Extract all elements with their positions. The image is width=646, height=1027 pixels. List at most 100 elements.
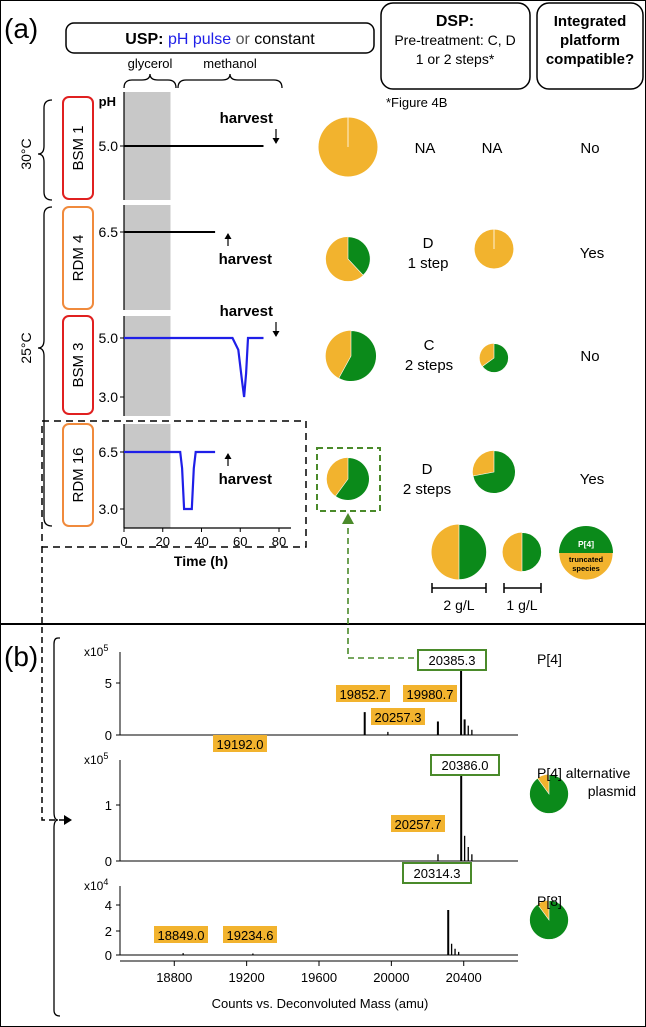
- scale-2-label: 2 g/L: [443, 597, 474, 613]
- pie-charts: [318, 117, 569, 940]
- legend-pie-p4: [559, 526, 613, 553]
- ph-plot-rdm4: 6.5 harvest: [99, 205, 272, 310]
- methanol-brace: [177, 73, 283, 89]
- ph-tick-label: 5.0: [99, 330, 119, 346]
- dsp-title: DSP:: [436, 13, 474, 30]
- usp-constant-label: constant: [254, 31, 315, 48]
- pie-p-8-: [529, 900, 569, 940]
- intensity-scale-label: x104: [84, 877, 108, 893]
- harvest-label: harvest: [219, 471, 272, 488]
- mass-axis-label: Counts vs. Deconvoluted Mass (amu): [212, 996, 429, 1011]
- scale-base: x10: [84, 753, 104, 767]
- ph-tick-label: 5.0: [99, 138, 119, 154]
- compat-bsm1: No: [580, 140, 599, 157]
- ph-trace: [124, 336, 264, 398]
- glycerol-phase-band: [124, 316, 171, 416]
- harvest-label: harvest: [220, 303, 273, 320]
- usp-prefix: USP:: [125, 31, 163, 48]
- time-tick-label: 40: [194, 534, 208, 549]
- ph-plot-bsm3: 5.0 3.0 harvest: [99, 303, 280, 416]
- panel-a-label: (a): [4, 13, 38, 44]
- mass-tick-label: 20400: [446, 970, 482, 985]
- pie-slice-p4: [529, 900, 569, 940]
- ph-tick-label: 3.0: [99, 501, 119, 517]
- intensity-scale-label: x105: [84, 643, 108, 659]
- intensity-tick-label: 0: [105, 948, 112, 963]
- pie-rdm-16-usp: [326, 457, 370, 501]
- harvest-arrowhead: [272, 331, 280, 337]
- pie-slice-p4: [521, 532, 542, 572]
- pie-bsm-3-dsp: [479, 343, 509, 373]
- harvest-label: harvest: [219, 251, 272, 268]
- ph-tick-label: 3.0: [99, 389, 119, 405]
- usp-header: USP: pH pulse or constant: [125, 31, 315, 48]
- strain-box-frame: [62, 423, 94, 527]
- pie-rdm-16-dsp: [472, 450, 516, 494]
- pie-2-g-l: [431, 524, 487, 580]
- compat-rdm4: Yes: [580, 245, 604, 262]
- link-arrowhead: [342, 513, 354, 524]
- strain-box-bsm3: BSM 3: [62, 315, 94, 415]
- compat-rdm16: Yes: [580, 471, 604, 488]
- rdm16-to-spectra-link: [41, 547, 64, 821]
- time-tick-label: 0: [120, 534, 127, 549]
- pie-slice-p4: [458, 524, 487, 580]
- time-tick-label: 20: [156, 534, 170, 549]
- intensity-tick-label: 1: [105, 798, 112, 813]
- scale-base: x10: [84, 879, 104, 893]
- rdm16-link-arrowhead: [64, 815, 72, 825]
- mass-tick-label: 19600: [301, 970, 337, 985]
- harvest-arrowhead: [272, 138, 280, 144]
- rdm16-highlight-box: [41, 420, 307, 548]
- main-peak-box: [402, 862, 472, 884]
- peak-label-box: [223, 926, 277, 943]
- strain-box-frame: [62, 315, 94, 415]
- pie-slice-p4: [335, 457, 370, 501]
- strain-label-bsm1: BSM 1: [70, 125, 87, 170]
- compat-line2: platform: [560, 32, 620, 49]
- pie-slice-p4: [338, 330, 377, 382]
- peak-label: 19980.7: [407, 687, 454, 702]
- panel-b-label: (b): [4, 641, 38, 672]
- main-peak-box: [417, 649, 487, 671]
- dsp-steps-rdm16: 2 steps: [403, 481, 451, 498]
- peak-label: 18849.0: [158, 928, 205, 943]
- harvest-label: harvest: [220, 110, 273, 127]
- spectrum-name-cont: plasmid: [588, 783, 636, 799]
- peak-label-box: [336, 685, 390, 702]
- temp-25-label: 25°C: [18, 332, 34, 363]
- ph-plots: 5.0 harvest 6.5 harvest 5.0 3.0 harvest 6.5 3.0 h…: [99, 92, 280, 528]
- link-to-spectrum: [347, 518, 418, 659]
- strain-box-bsm1: BSM 1: [62, 96, 94, 200]
- scale-legend: 2 g/L 1 g/L P[4] truncated species: [431, 525, 614, 613]
- temp-30-brace: [37, 99, 53, 201]
- pie-rdm-4-usp: [325, 236, 371, 282]
- harvest-arrowhead: [224, 233, 232, 239]
- temp-30-label: 30°C: [18, 138, 34, 169]
- peak-label-box: [213, 735, 267, 752]
- pie-bsm-3-usp: [325, 330, 377, 382]
- time-tick-label: 80: [272, 534, 286, 549]
- peak-label: 19192.0: [217, 737, 264, 752]
- glycerol-brace: [123, 73, 177, 89]
- scale-exponent: 5: [103, 643, 108, 653]
- ph-plot-rdm16: 6.5 3.0 harvest: [99, 424, 272, 528]
- time-tick-label: 60: [233, 534, 247, 549]
- scale-exponent: 5: [103, 751, 108, 761]
- strain-box-rdm4: RDM 4: [62, 206, 94, 310]
- dsp-steps-bsm3: 2 steps: [405, 357, 453, 374]
- peak-label: 19852.7: [340, 687, 387, 702]
- peak-label: 19234.6: [227, 928, 274, 943]
- harvest-arrowhead: [224, 453, 232, 459]
- ph-tick-label: 6.5: [99, 224, 119, 240]
- intensity-tick-label: 0: [105, 728, 112, 743]
- legend-p4-label: P[4]: [578, 539, 594, 549]
- usp-header-box: [65, 22, 375, 54]
- dsp-line2: 1 or 2 steps*: [416, 51, 495, 67]
- peak-label-box: [154, 926, 208, 943]
- legend-truncated-label: truncated: [569, 555, 604, 564]
- usp-pulse-label: pH pulse: [168, 31, 231, 48]
- ph-tick-label: 6.5: [99, 444, 119, 460]
